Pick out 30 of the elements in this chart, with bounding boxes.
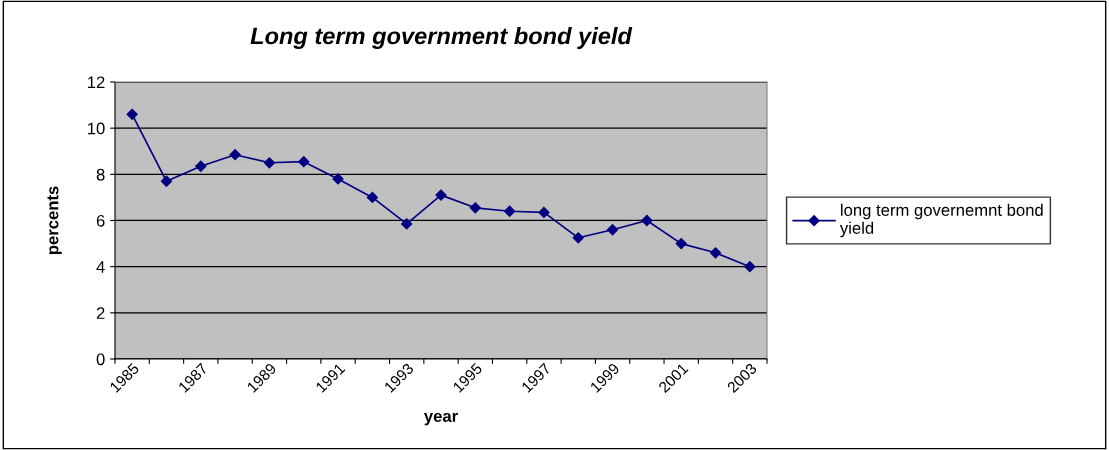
y-tick-label: 12 [88, 76, 105, 89]
y-axis-title: percents [47, 186, 62, 255]
point [641, 214, 653, 227]
point [332, 173, 344, 185]
point [538, 206, 550, 219]
point [263, 157, 276, 169]
point [504, 205, 516, 217]
y-tick-label: 0 [96, 353, 105, 366]
point [744, 261, 756, 273]
point [675, 237, 687, 250]
point [709, 247, 722, 259]
point [229, 149, 241, 161]
y-tick-label: 6 [96, 214, 105, 227]
point [401, 218, 413, 230]
point [572, 232, 584, 244]
point [126, 108, 138, 120]
y-tick-label: 4 [96, 261, 105, 273]
point [195, 160, 207, 172]
point [160, 175, 173, 187]
chart-title: Long term government bond yield [250, 27, 633, 49]
x-axis-title: year [423, 412, 458, 426]
y-tick-label: 2 [96, 307, 105, 319]
y-tick-label: 8 [96, 168, 105, 181]
point [469, 202, 481, 214]
point [366, 191, 378, 204]
point [435, 189, 447, 201]
point [298, 156, 310, 168]
legend-label: long term governemnt bond yield [839, 203, 1043, 238]
y-tick-label: 10 [88, 122, 105, 135]
point [606, 224, 619, 236]
